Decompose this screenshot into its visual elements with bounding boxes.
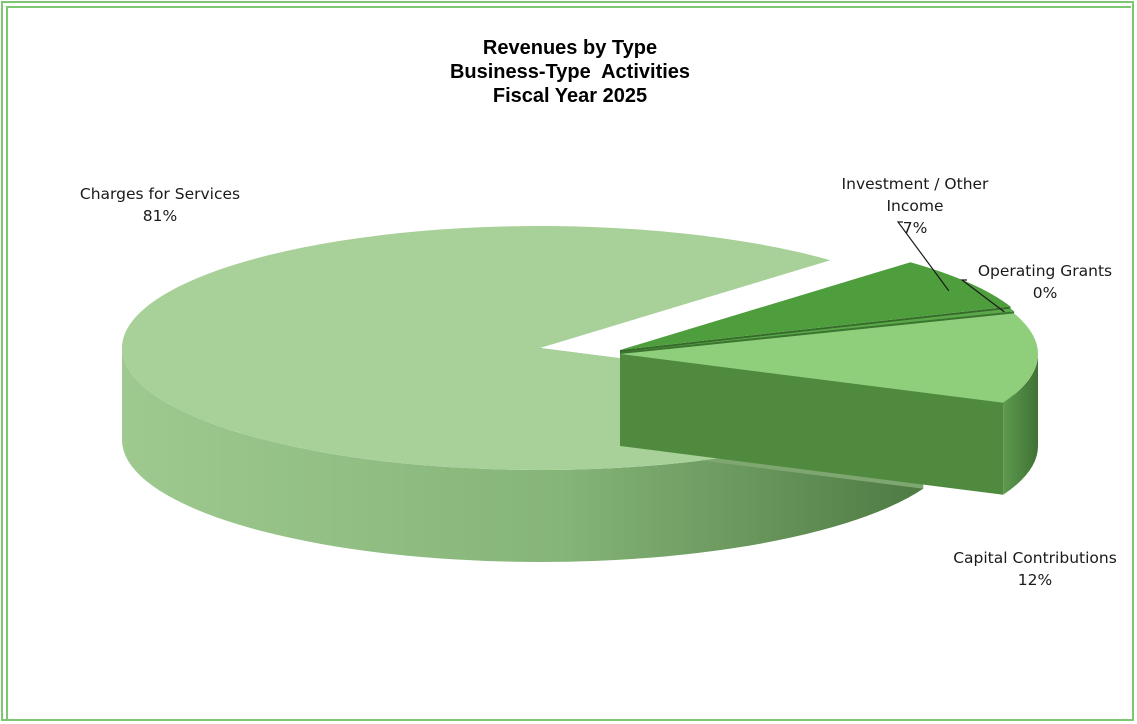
slice-label-charges-for-services-percent: 81%: [142, 207, 178, 225]
chart-title: Revenues by Type Business-Type Activitie…: [340, 36, 800, 108]
slice-label-investment-other-income-percent: 7%: [902, 219, 928, 237]
slice-label-investment-other-income: Investment / Other Income 7%: [800, 173, 1030, 239]
pie-slice-side-capital-contributions: [1003, 354, 1038, 495]
chart-title-line-1: Revenues by Type: [482, 37, 658, 59]
pie-slice-capital-contributions: [620, 313, 1038, 495]
slice-label-capital-contributions-percent: 12%: [1017, 571, 1053, 589]
chart-title-line-2: Business-Type Activities: [449, 61, 691, 83]
slice-label-operating-grants-percent: 0%: [1032, 284, 1058, 302]
pie-slice-top-capital-contributions: [620, 313, 1038, 403]
pie-slice-top-investment-other-income: [620, 262, 1011, 350]
chart-title-line-3: Fiscal Year 2025: [492, 85, 648, 107]
slice-label-operating-grants-name: Operating Grants: [977, 262, 1113, 280]
slice-label-capital-contributions-name: Capital Contributions: [953, 549, 1117, 567]
slice-label-investment-other-income-name-1: Investment / Other: [841, 175, 989, 193]
slice-label-operating-grants: Operating Grants 0%: [955, 260, 1135, 304]
slice-label-investment-other-income-name-2: Income: [886, 197, 944, 215]
leader-line-operating-grants: [960, 279, 1005, 313]
slice-label-charges-for-services-name: Charges for Services: [79, 185, 241, 203]
pie-slice-cut-face-capital-contributions: [620, 354, 1004, 495]
leader-line-investment-other-income: [896, 221, 950, 292]
pie-slice-side-charges-for-services: [122, 348, 924, 562]
leader-lines: [896, 221, 1005, 313]
slice-label-capital-contributions: Capital Contributions 12%: [935, 547, 1135, 591]
chart-border-inner: [6, 6, 1131, 720]
pie-slice-top-operating-grants: [620, 308, 1015, 352]
slice-label-charges-for-services: Charges for Services 81%: [40, 183, 280, 227]
